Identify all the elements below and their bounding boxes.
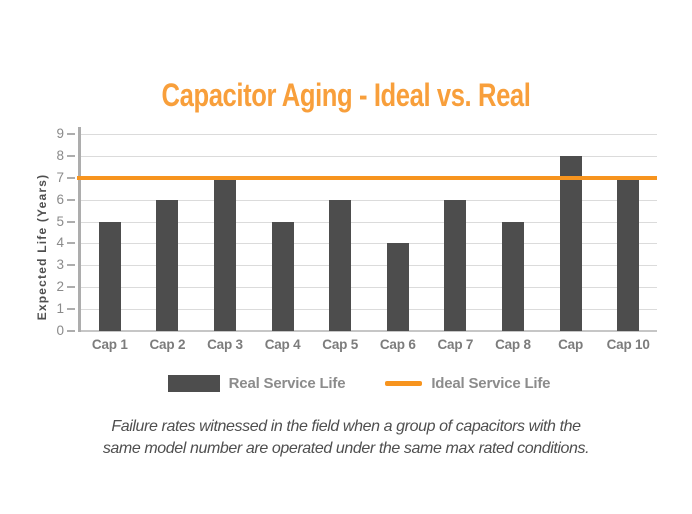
legend-label-real: Real Service Life	[228, 374, 346, 392]
x-label-9: Cap	[558, 337, 583, 352]
legend-label-ideal: Ideal Service Life	[431, 374, 551, 392]
ideal-service-life-line	[77, 175, 657, 180]
bar-cap-8	[501, 221, 524, 331]
bar-cap-2	[156, 199, 179, 331]
bar-slot-1	[81, 134, 139, 331]
y-tick-mark	[67, 154, 75, 157]
y-tick-label-1: 1	[56, 301, 64, 317]
caption-line-2: same model number are operated under the…	[102, 440, 590, 457]
bar-cap-5	[329, 199, 352, 331]
bar-slot-7	[427, 134, 485, 331]
y-tick-mark	[67, 242, 75, 245]
legend: Real Service Life Ideal Service Life	[0, 371, 692, 395]
bar-cap	[559, 155, 582, 331]
x-axis-labels: Cap 1 Cap 2 Cap 3 Cap 4 Cap 5 Cap 6 Cap 7 Cap 8…	[81, 337, 657, 352]
y-tick-label-5: 5	[56, 213, 64, 229]
y-tick-label-8: 8	[56, 147, 64, 163]
bar-slot-8	[484, 134, 542, 331]
bar-slot-4	[254, 134, 312, 331]
figure-caption: Failure rates witnessed in the field whe…	[0, 416, 692, 460]
bar-cap-3	[213, 177, 236, 331]
bar-slot-3	[196, 134, 254, 331]
x-label-10: Cap 10	[606, 337, 650, 352]
bar-swatch-icon	[167, 374, 220, 392]
gridline-3	[81, 265, 657, 267]
bar-slot-6	[369, 134, 427, 331]
bar-cap-10	[617, 177, 640, 331]
gridline-9	[81, 134, 657, 135]
y-tick-mark	[67, 308, 75, 311]
line-swatch-icon	[385, 380, 423, 386]
y-axis-ticks: 0 1 2 3 4 5 6 7 8 9	[0, 126, 78, 338]
legend-item-ideal: Ideal Service Life	[385, 374, 551, 392]
bar-slot-9	[542, 134, 600, 331]
chart-title: Capacitor Aging - Ideal vs. Real	[161, 77, 531, 114]
bar-series	[81, 134, 657, 331]
x-label-1: Cap 1	[91, 337, 128, 352]
x-label-4: Cap 4	[264, 337, 301, 352]
x-label-7: Cap 7	[437, 337, 474, 352]
gridline-5	[81, 221, 657, 223]
y-tick-mark	[67, 220, 75, 223]
legend-item-real: Real Service Life	[167, 374, 346, 392]
y-tick-label-2: 2	[56, 279, 64, 295]
gridline-2	[81, 287, 657, 289]
bar-slot-2	[139, 134, 197, 331]
bar-cap-4	[271, 221, 294, 331]
gridline-6	[81, 199, 657, 201]
y-tick-mark	[67, 198, 75, 201]
x-label-5: Cap 5	[322, 337, 359, 352]
y-tick-mark	[67, 330, 75, 332]
bar-cap-6	[386, 243, 409, 331]
plot-area	[77, 134, 657, 332]
x-label-6: Cap 6	[379, 337, 416, 352]
gridline-4	[81, 243, 657, 245]
x-label-8: Cap 8	[495, 337, 531, 352]
y-tick-mark	[67, 264, 75, 267]
y-tick-mark	[67, 286, 75, 289]
y-axis-line	[78, 127, 81, 332]
y-tick-label-6: 6	[56, 191, 64, 207]
bar-slot-5	[311, 134, 369, 331]
caption-line-1: Failure rates witnessed in the field whe…	[111, 418, 581, 435]
x-label-2: Cap 2	[149, 337, 186, 352]
x-label-3: Cap 3	[207, 337, 243, 352]
gridline-8	[81, 155, 657, 157]
y-tick-label-0: 0	[56, 323, 64, 338]
y-tick-label-7: 7	[56, 169, 64, 185]
y-tick-mark	[67, 176, 75, 179]
y-tick-label-3: 3	[56, 257, 64, 273]
bar-cap-1	[98, 221, 121, 331]
gridline-0	[81, 330, 657, 332]
y-tick-label-4: 4	[56, 235, 64, 251]
y-tick-mark	[67, 133, 75, 135]
bar-cap-7	[444, 199, 467, 331]
bar-slot-10	[599, 134, 657, 331]
gridline-1	[81, 309, 657, 311]
y-tick-label-9: 9	[56, 126, 64, 141]
